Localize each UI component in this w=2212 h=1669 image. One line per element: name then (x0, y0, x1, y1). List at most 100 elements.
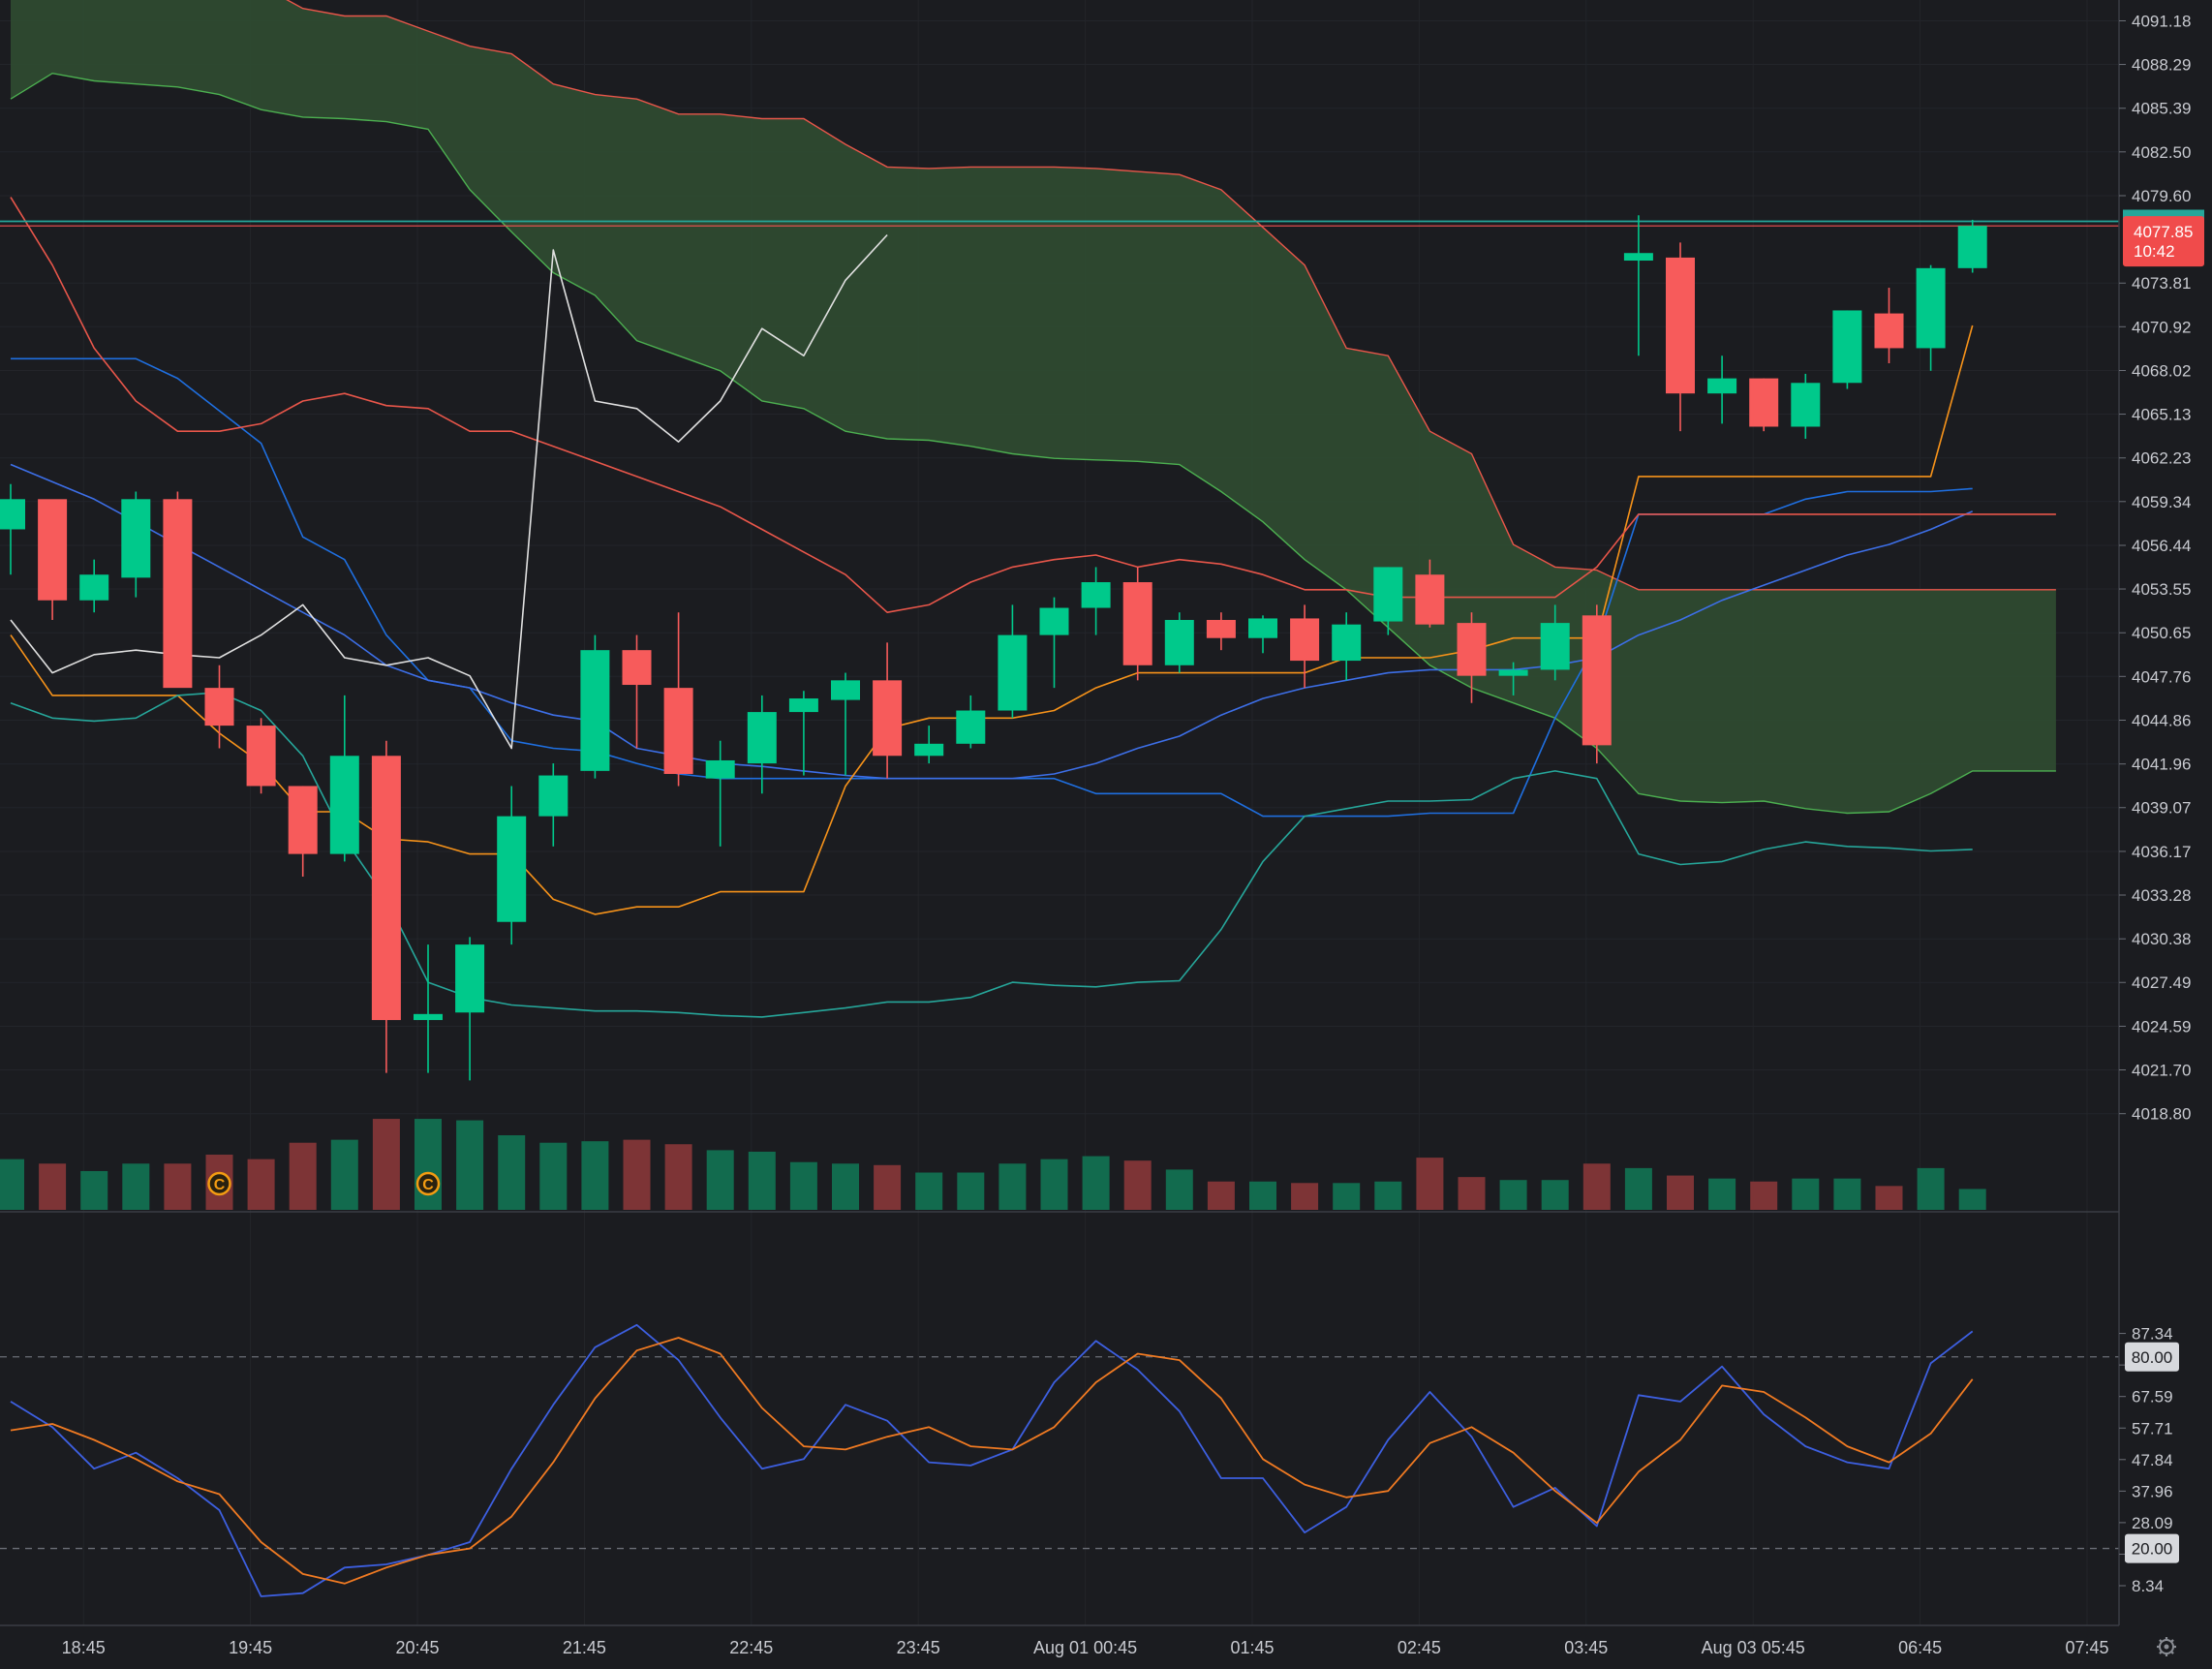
candle-body[interactable] (246, 726, 276, 787)
indicator-line (10, 197, 2056, 614)
candle-body[interactable] (1498, 669, 1528, 676)
volume-bar (1958, 1189, 1986, 1210)
candle-body[interactable] (1039, 607, 1069, 635)
candle-body[interactable] (1415, 574, 1445, 625)
candle-body[interactable] (1290, 618, 1320, 662)
level-badge (2125, 1342, 2179, 1372)
candle-body[interactable] (538, 775, 568, 817)
volume-bar (247, 1159, 275, 1210)
price-tick-label: 4024.59 (2132, 1017, 2191, 1035)
volume-bar (1123, 1160, 1152, 1210)
candle-body[interactable] (414, 1013, 443, 1021)
candle-body[interactable] (1582, 615, 1612, 746)
candle-body[interactable] (1666, 257, 1695, 394)
volume-bar (957, 1172, 985, 1210)
candle-body[interactable] (1457, 623, 1487, 676)
last-price-badge[interactable] (2123, 216, 2204, 267)
time-axis-label: 22:45 (729, 1638, 773, 1657)
volume-bar (1416, 1158, 1444, 1210)
candle-body[interactable] (622, 650, 652, 686)
candle-body[interactable] (1916, 267, 1946, 349)
candle-body[interactable] (1791, 383, 1821, 427)
candle-body[interactable] (1081, 582, 1111, 608)
candle-body[interactable] (705, 759, 735, 779)
candle-body[interactable] (455, 944, 485, 1013)
time-axis-label: 02:45 (1398, 1638, 1441, 1657)
time-axis-label: 06:45 (1898, 1638, 1942, 1657)
candles[interactable] (0, 215, 1987, 1081)
candle-body[interactable] (1248, 618, 1277, 638)
event-marker-circle (415, 1171, 441, 1196)
candle-body[interactable] (998, 634, 1028, 711)
price-tick-label: 4082.50 (2132, 143, 2191, 162)
candle-body[interactable] (1122, 582, 1152, 665)
oscillator-line (10, 1337, 1974, 1585)
candle-body[interactable] (956, 710, 986, 744)
last-price-value: 4077.85 (2134, 223, 2193, 241)
gear-icon-hub (2164, 1644, 2169, 1650)
volume-bar (1624, 1167, 1652, 1210)
candle-body[interactable] (663, 688, 693, 774)
volume-bar (1792, 1178, 1820, 1210)
gear-icon-tooth (2170, 1639, 2174, 1643)
candle-body[interactable] (747, 712, 777, 764)
candle-body[interactable] (1206, 619, 1236, 638)
candle-body[interactable] (1874, 313, 1904, 349)
price-tick-label: 4047.76 (2132, 667, 2191, 686)
event-marker-label: C (422, 1177, 434, 1193)
time-axis-label: 19:45 (229, 1638, 272, 1657)
candle-body[interactable] (1373, 567, 1403, 622)
candle-body[interactable] (1832, 310, 1862, 384)
volume-bar (1667, 1175, 1694, 1210)
event-marker[interactable]: C (415, 1171, 441, 1196)
candle-body[interactable] (121, 499, 151, 578)
volume-bar (456, 1120, 484, 1210)
candle-body[interactable] (163, 499, 193, 689)
candle-body[interactable] (371, 756, 401, 1021)
volume-bar (1917, 1167, 1945, 1210)
candle-body[interactable] (1749, 378, 1779, 427)
volume-bar (1165, 1169, 1193, 1210)
candle-body[interactable] (788, 698, 818, 713)
price-tick-label: 4056.44 (2132, 537, 2191, 555)
candle-body[interactable] (1957, 226, 1987, 268)
candle-body[interactable] (1332, 624, 1362, 662)
time-axis-label: 20:45 (395, 1638, 439, 1657)
candle-body[interactable] (831, 680, 860, 700)
gear-icon[interactable] (2157, 1637, 2176, 1656)
candle-body[interactable] (497, 816, 527, 922)
volume-bar (1541, 1180, 1569, 1210)
oscillator-tick-label: 87.34 (2132, 1325, 2173, 1344)
candle-body[interactable] (204, 688, 234, 726)
volume-bar (623, 1139, 651, 1210)
candle-body[interactable] (580, 650, 610, 771)
price-tick-label: 4030.38 (2132, 930, 2191, 948)
candle-body[interactable] (1540, 623, 1570, 670)
time-axis-label: 18:45 (62, 1638, 106, 1657)
time-axis-label: 21:45 (563, 1638, 606, 1657)
time-axis-label: 03:45 (1564, 1638, 1608, 1657)
oscillator-pane (0, 1323, 2119, 1597)
candle-body[interactable] (79, 574, 109, 601)
candle-body[interactable] (0, 499, 25, 530)
volume-bar (415, 1119, 442, 1210)
event-marker[interactable]: C (207, 1171, 231, 1196)
time-axis-label: 23:45 (897, 1638, 940, 1657)
candle-body[interactable] (1707, 378, 1737, 394)
oscillator-tick-label: 8.34 (2132, 1577, 2164, 1595)
price-tick-label: 4044.86 (2132, 711, 2191, 729)
oscillator-tick-label: 57.71 (2132, 1419, 2173, 1437)
candle-body[interactable] (288, 786, 318, 854)
candle-body[interactable] (914, 743, 944, 757)
price-tick-label: 4036.17 (2132, 843, 2191, 861)
candle-body[interactable] (873, 680, 903, 757)
candle-body[interactable] (329, 756, 359, 854)
time-axis-label: 01:45 (1230, 1638, 1274, 1657)
candle-body[interactable] (1164, 619, 1194, 665)
candle-body[interactable] (1623, 253, 1653, 262)
price-tick-label: 4059.34 (2132, 493, 2191, 511)
candle-body[interactable] (38, 499, 68, 601)
